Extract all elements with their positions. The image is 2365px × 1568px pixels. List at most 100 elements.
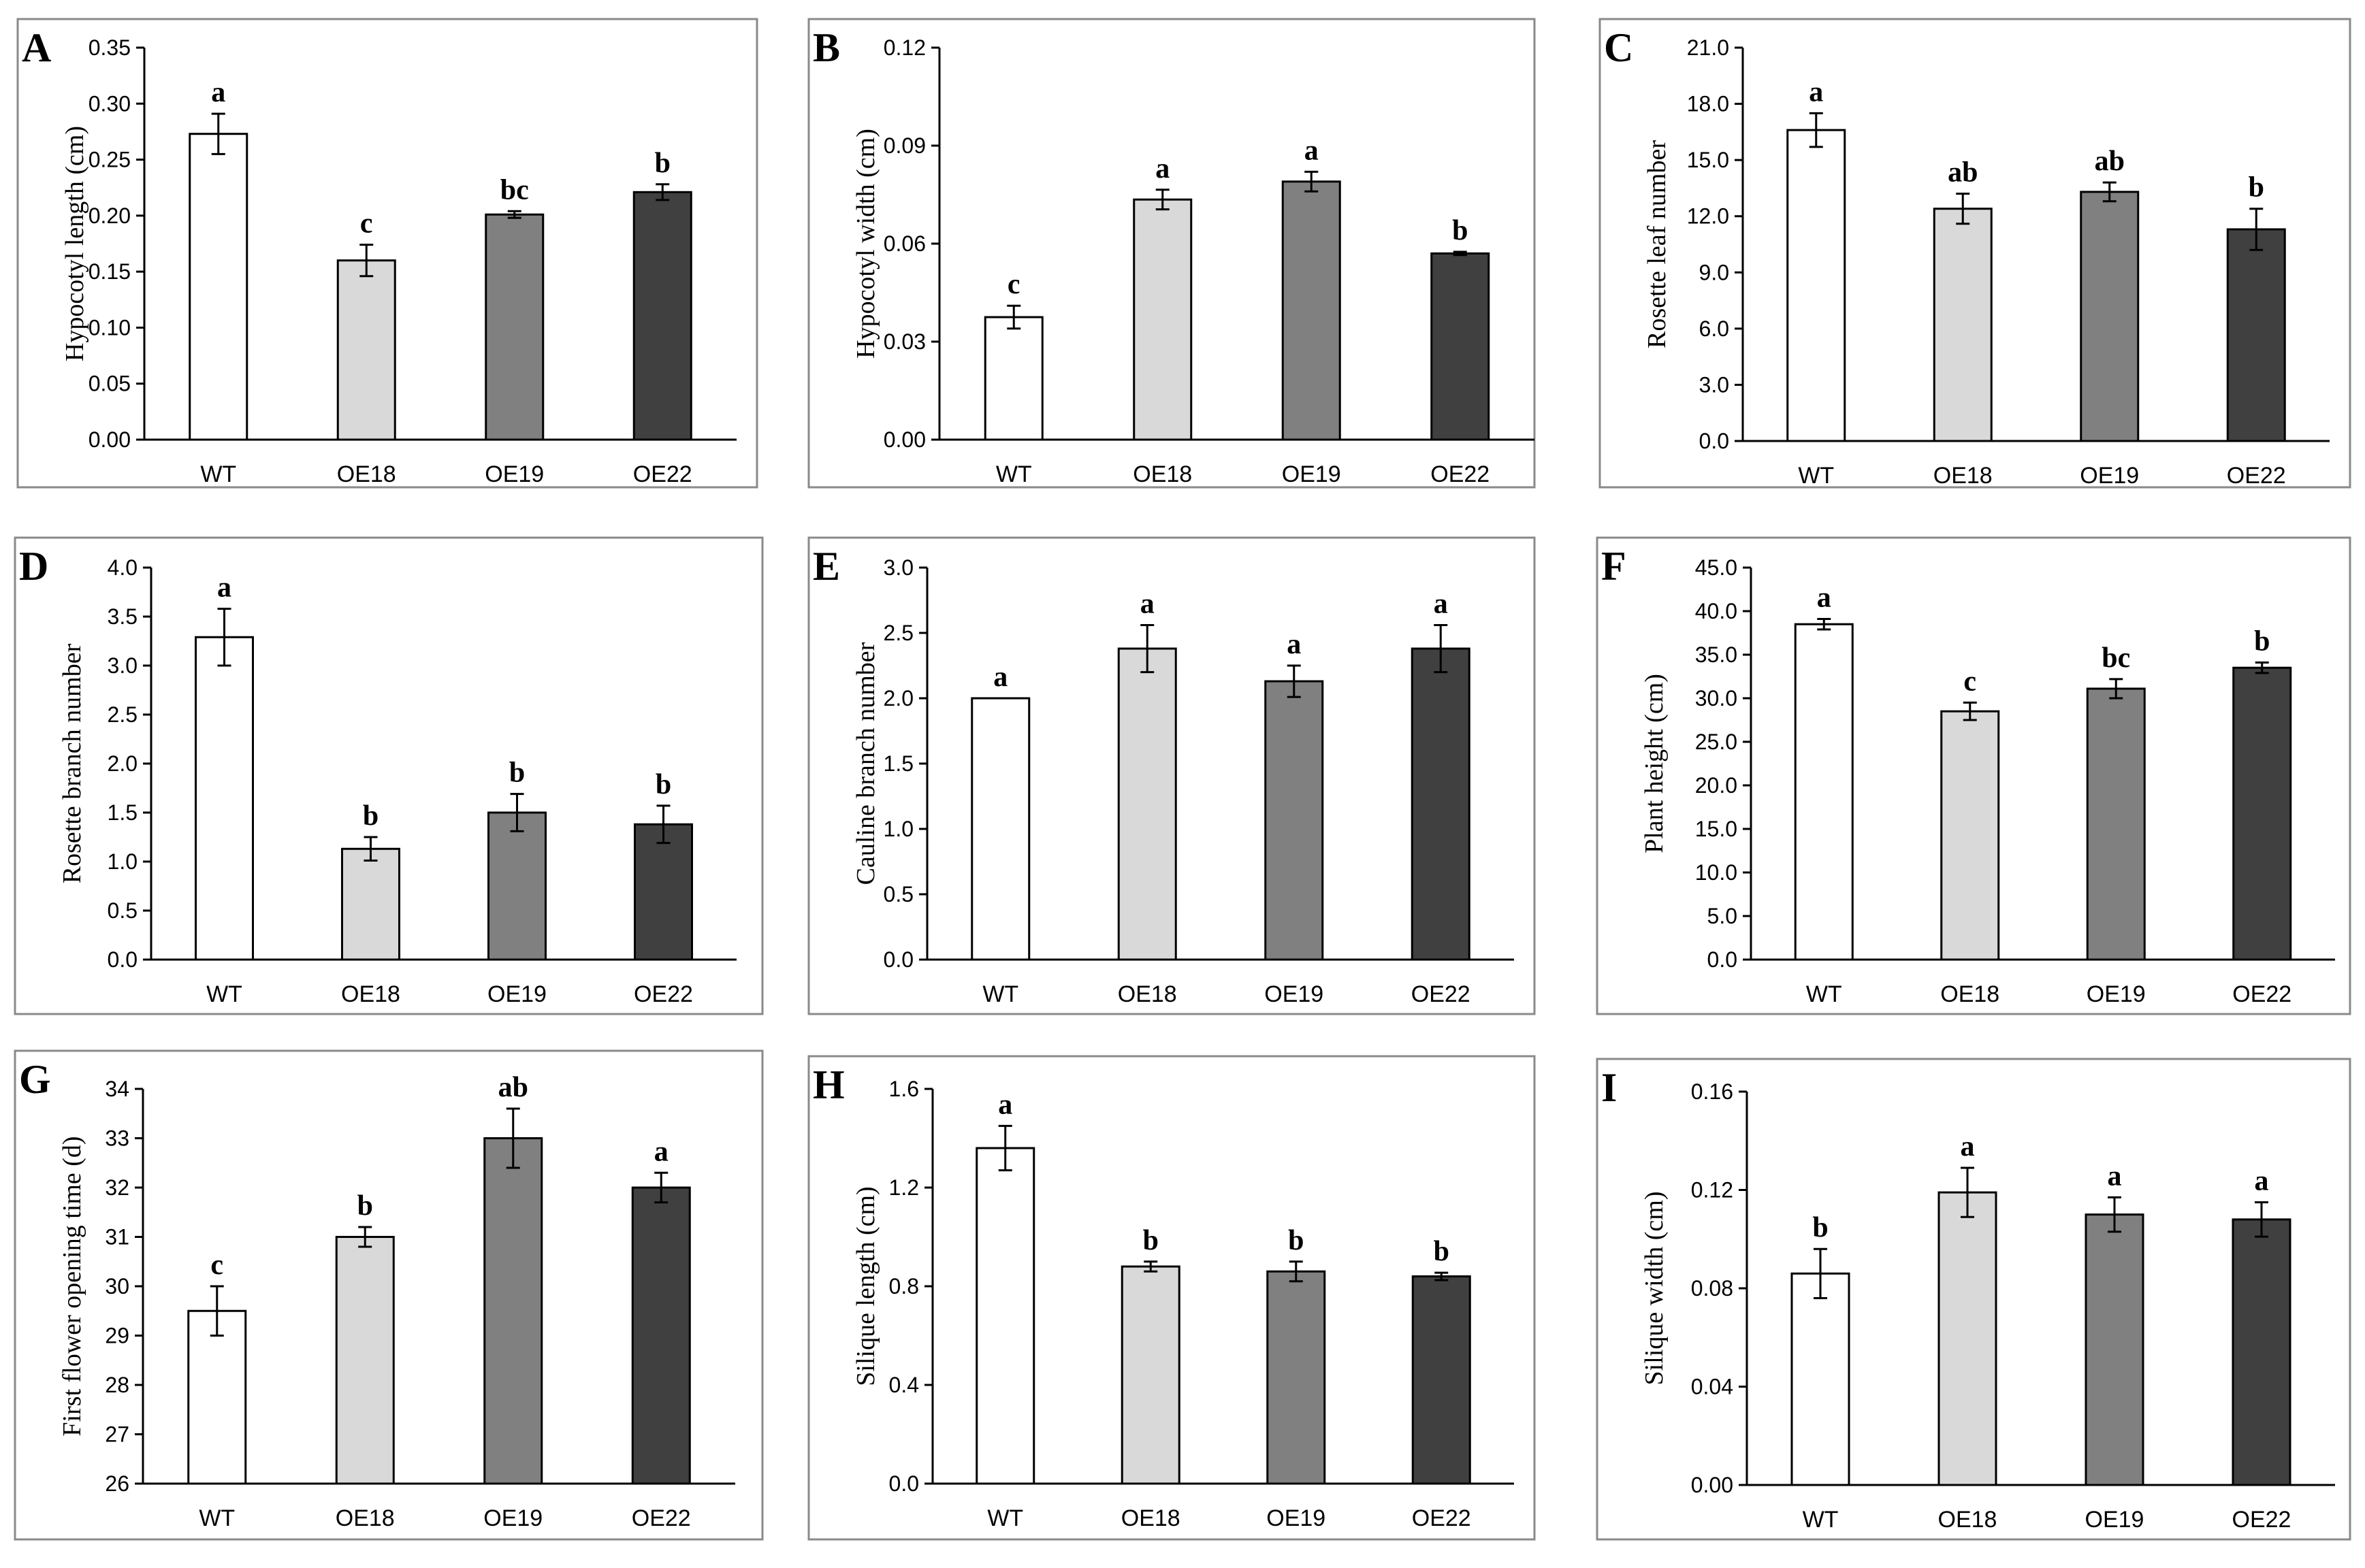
panel-c-xtick-label: OE18: [1933, 463, 1993, 489]
panel-i-ytick-label: 0.16: [1691, 1079, 1733, 1104]
panel-d-sig-oe22: b: [656, 769, 671, 800]
panel-f-sig-wt: a: [1817, 583, 1831, 614]
panel-e-ytick-label: 1.0: [884, 817, 914, 841]
panel-b-xtick-label: WT: [996, 461, 1032, 487]
panel-e-ytick-label: 2.5: [884, 621, 914, 645]
panel-e-letter: E: [813, 544, 840, 589]
panel-f-ytick-label: 0.0: [1707, 947, 1737, 972]
panel-b-sig-oe19: a: [1304, 135, 1319, 166]
panel-g-ytick-label: 28: [105, 1373, 129, 1397]
panel-i-bar-oe18: [1937, 1191, 1997, 1486]
panel-e-bar-wt: [971, 697, 1031, 961]
panel-f-ytick-label: 30.0: [1695, 686, 1737, 710]
panel-g-ytick-label: 32: [105, 1175, 129, 1200]
panel-h-ytick-label: 0.4: [889, 1373, 919, 1397]
panel-g-ytick-label: 30: [105, 1274, 129, 1298]
panel-c-sig-oe22: b: [2249, 172, 2264, 203]
panel-c-xtick-label: OE22: [2227, 463, 2286, 489]
panel-b-sig-wt: c: [1008, 269, 1020, 300]
panel-g-sig-wt: c: [210, 1250, 223, 1281]
panel-i-ytick-label: 0.08: [1691, 1276, 1733, 1301]
panel-b-bar-oe18: [1133, 198, 1193, 441]
panel-a-ytick-label: 0.25: [89, 148, 131, 172]
panel-c-sig-oe18: ab: [1948, 157, 1978, 189]
panel-i-bar-oe19: [2085, 1213, 2144, 1486]
panel-a-bar-wt: [189, 133, 248, 441]
panel-d-letter: D: [19, 544, 48, 589]
panel-d-ylabel: Rosette branch number: [58, 643, 86, 883]
panel-d-bar-wt: [195, 636, 254, 961]
panel-e-sig-oe22: a: [1434, 588, 1448, 619]
panel-a-letter: A: [22, 25, 51, 70]
panel-e-bar-oe19: [1264, 680, 1324, 961]
panel-e-xtick-label: OE19: [1264, 981, 1323, 1007]
panel-e-ytick-label: 0.5: [884, 882, 914, 906]
panel-h-ytick-label: 1.6: [889, 1077, 919, 1101]
panel-f-sig-oe18: c: [1963, 666, 1976, 697]
panel-c-letter: C: [1604, 25, 1633, 70]
panel-g-xtick-label: WT: [199, 1505, 235, 1531]
panel-f-ytick-label: 15.0: [1695, 817, 1737, 841]
panel-e-xtick-label: WT: [982, 981, 1018, 1007]
panel-a-xtick-label: OE19: [485, 461, 544, 487]
panel-g-letter: G: [19, 1057, 51, 1102]
panel-f-ytick-label: 40.0: [1695, 599, 1737, 623]
panel-i-bar-oe22: [2232, 1218, 2291, 1486]
panel-d-xtick-label: OE18: [341, 981, 400, 1007]
panel-h-bar-wt: [976, 1147, 1035, 1485]
panel-b-sig-oe18: a: [1155, 153, 1170, 184]
panel-d-xtick-label: WT: [206, 981, 242, 1007]
panel-f-ytick-label: 25.0: [1695, 730, 1737, 754]
panel-c-xtick-label: OE19: [2080, 463, 2139, 489]
panel-d-xtick-label: OE22: [634, 981, 693, 1007]
panel-a-ytick-label: 0.10: [89, 315, 131, 340]
panel-e-sig-oe19: a: [1287, 629, 1301, 660]
panel-d-bar-oe18: [341, 847, 400, 961]
panel-a-ytick-label: 0.05: [89, 372, 131, 396]
panel-a-sig-wt: a: [211, 77, 225, 108]
panel-e-ytick-label: 0.0: [884, 947, 914, 972]
panel-d-ytick-label: 1.5: [108, 800, 138, 825]
panel-g-xtick-label: OE18: [336, 1505, 395, 1531]
panel-h-bar-oe22: [1411, 1275, 1471, 1485]
panel-i-letter: I: [1601, 1065, 1617, 1110]
panel-g-ytick-label: 33: [105, 1126, 129, 1151]
panel-g-sig-oe18: b: [357, 1190, 373, 1222]
panel-d-sig-oe18: b: [363, 800, 379, 832]
panel-a-sig-oe22: b: [655, 148, 671, 179]
panel-h-sig-oe22: b: [1434, 1236, 1449, 1267]
panel-g-bar-oe19: [483, 1137, 543, 1485]
panel-a-ytick-label: 0.35: [89, 35, 131, 60]
panel-a-bar-oe18: [336, 259, 396, 441]
panel-g-ytick-label: 34: [105, 1077, 129, 1101]
panel-b-bar-oe19: [1281, 180, 1341, 441]
panel-a-sig-oe19: bc: [500, 174, 529, 206]
panel-f-ytick-label: 10.0: [1695, 860, 1737, 885]
panel-c-ytick-label: 12.0: [1687, 204, 1729, 229]
panel-i-sig-oe22: a: [2255, 1166, 2269, 1197]
panel-b-xtick-label: OE19: [1282, 461, 1341, 487]
panel-d-xtick-label: OE19: [487, 981, 547, 1007]
panel-g-bar-wt: [187, 1309, 247, 1485]
panel-e-xtick-label: OE18: [1118, 981, 1177, 1007]
panel-c-bar-wt: [1786, 129, 1846, 442]
panel-i-sig-oe18: a: [1961, 1131, 1975, 1162]
panel-b-ylabel: Hypocotyl width (cm): [852, 129, 880, 359]
panel-f-sig-oe22: b: [2254, 626, 2270, 657]
panel-f-bar-oe22: [2232, 666, 2292, 961]
panel-h-xtick-label: OE18: [1121, 1505, 1180, 1531]
panel-f-bar-oe19: [2086, 687, 2146, 961]
panel-g-ytick-label: 27: [105, 1422, 129, 1447]
panel-f-ytick-label: 20.0: [1695, 773, 1737, 798]
panel-i-xtick-label: WT: [1803, 1507, 1839, 1533]
panel-f-xtick-label: OE22: [2232, 981, 2291, 1007]
panel-d-ytick-label: 4.0: [108, 555, 138, 580]
panel-c-sig-oe19: ab: [2095, 146, 2125, 177]
panel-e-ytick-label: 2.0: [884, 686, 914, 710]
panel-g-ytick-label: 29: [105, 1324, 129, 1348]
panel-h-xtick-label: OE19: [1266, 1505, 1325, 1531]
panel-g-ylabel: First flower opening time (d): [58, 1136, 86, 1436]
panel-h-letter: H: [813, 1062, 845, 1107]
panel-a-ytick-label: 0.20: [89, 203, 131, 228]
